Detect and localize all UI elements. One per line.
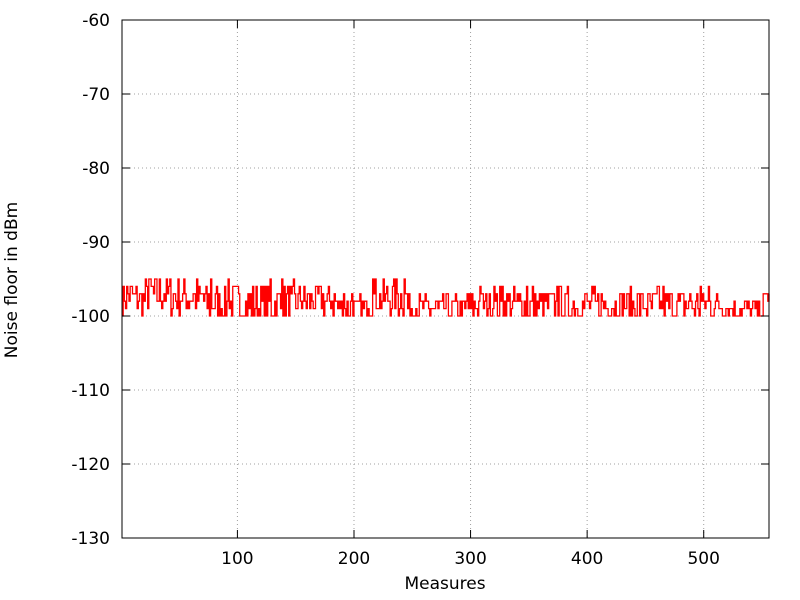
y-tick-label: -130 (71, 529, 110, 549)
x-tick-label: 500 (687, 549, 719, 569)
y-tick-label: -60 (82, 11, 110, 31)
y-tick-label: -100 (71, 307, 110, 327)
series-line-0 (122, 278, 770, 317)
y-tick-labels: -130 -120 -110 -100 -90 -80 -70 -60 (71, 11, 110, 549)
x-tick-labels: 100 200 300 400 500 (221, 549, 720, 569)
y-tick-label: -90 (82, 233, 110, 253)
x-tick-label: 100 (221, 549, 253, 569)
y-tick-label: -80 (82, 159, 110, 179)
x-tick-label: 400 (571, 549, 603, 569)
x-tick-label: 200 (338, 549, 370, 569)
y-tick-label: -70 (82, 85, 110, 105)
series-layer (122, 278, 770, 317)
y-tick-label: -120 (71, 455, 110, 475)
y-axis-title: Noise floor in dBm (2, 202, 22, 358)
x-axis-title: Measures (404, 574, 485, 594)
x-tick-label: 300 (454, 549, 486, 569)
grid-lines (122, 20, 769, 538)
y-tick-label: -110 (71, 381, 110, 401)
plot-frame (121, 19, 770, 539)
axis-ticks (122, 19, 769, 539)
